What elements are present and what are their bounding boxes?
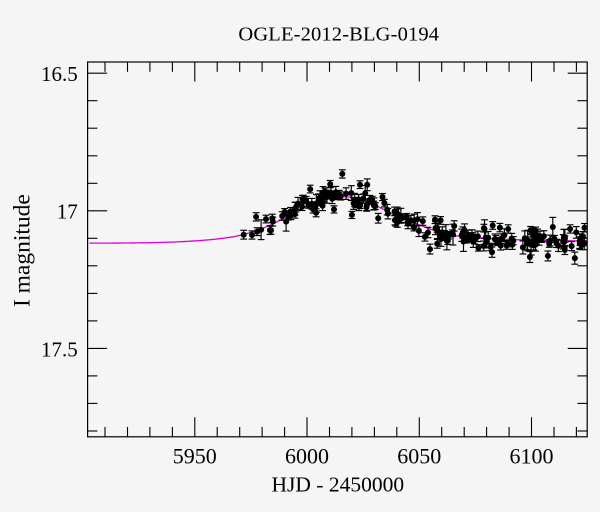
svg-text:I magnitude: I magnitude xyxy=(10,194,36,307)
svg-text:6050: 6050 xyxy=(397,443,441,468)
svg-text:17.5: 17.5 xyxy=(41,337,78,361)
svg-text:5950: 5950 xyxy=(173,443,217,468)
svg-text:6100: 6100 xyxy=(510,443,554,468)
svg-text:16.5: 16.5 xyxy=(41,62,78,86)
svg-text:OGLE-2012-BLG-0194: OGLE-2012-BLG-0194 xyxy=(238,23,439,45)
svg-text:HJD - 2450000: HJD - 2450000 xyxy=(272,473,405,497)
svg-text:6000: 6000 xyxy=(285,443,329,468)
svg-text:17: 17 xyxy=(57,200,78,224)
